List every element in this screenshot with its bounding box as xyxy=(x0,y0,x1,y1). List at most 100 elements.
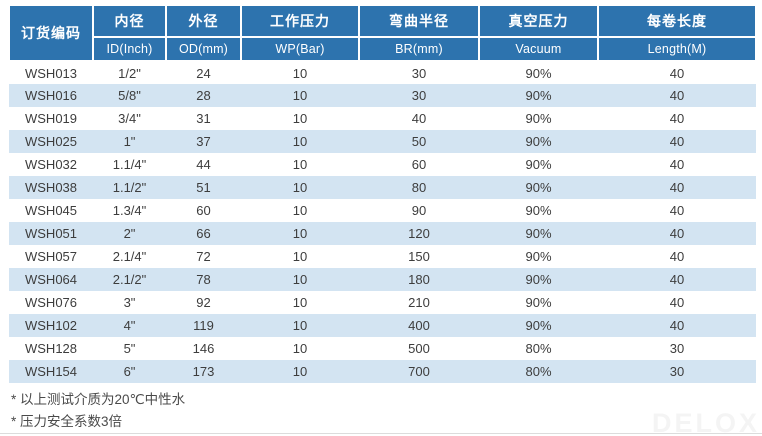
cell-id_inch: 2" xyxy=(93,222,166,245)
cell-wp_bar: 10 xyxy=(292,203,308,218)
cell-code: WSH025 xyxy=(9,130,93,153)
cell-wp_bar: 10 xyxy=(241,268,359,291)
delox-watermark: DELOX xyxy=(651,408,760,436)
cell-wp_bar: 10 xyxy=(241,130,359,153)
cell-code: WSH032 xyxy=(24,157,78,172)
cell-vacuum: 80% xyxy=(525,341,552,356)
table-row: WSH051 2" 66 10 120 90% 40 xyxy=(9,222,756,245)
cell-vacuum: 90% xyxy=(525,111,552,126)
table-row: WSH016 5/8" 28 10 30 90% 40 xyxy=(9,84,756,107)
spec-table-header: 订货编码 内径 外径 工作压力 弯曲半径 真空压力 每卷长度 ID(Inch) … xyxy=(8,4,757,62)
cell-id_inch: 3/4" xyxy=(118,111,141,126)
cell-length_m: 40 xyxy=(598,268,756,291)
cell-length_m: 30 xyxy=(598,360,756,383)
cell-wp_bar: 10 xyxy=(241,222,359,245)
table-row: WSH076 3" 92 10 210 90% 40 xyxy=(9,291,756,314)
cell-br_mm: 400 xyxy=(359,314,479,337)
header-length-per-roll-en: Length(M) xyxy=(597,36,757,62)
cell-code: WSH051 xyxy=(9,222,93,245)
cell-od_mm: 60 xyxy=(196,203,211,218)
cell-length_m: 30 xyxy=(669,341,685,356)
cell-od_mm: 78 xyxy=(166,268,241,291)
cell-od_mm: 92 xyxy=(196,295,211,310)
cell-br_mm: 90 xyxy=(411,203,427,218)
header-row-en: ID(Inch) OD(mm) WP(Bar) BR(mm) Vacuum Le… xyxy=(9,36,757,62)
footnote-safety-factor: * 压力安全系数3倍 xyxy=(11,414,123,429)
cell-vacuum: 90% xyxy=(479,84,598,107)
cell-od_mm: 66 xyxy=(166,222,241,245)
header-outer-diameter-en: OD(mm) xyxy=(165,36,242,62)
cell-wp_bar: 10 xyxy=(292,111,308,126)
cell-id_inch: 1" xyxy=(93,130,166,153)
cell-vacuum: 80% xyxy=(479,360,598,383)
cell-br_mm: 150 xyxy=(408,249,430,264)
header-inner-diameter-en: ID(Inch) xyxy=(92,36,167,62)
table-row: WSH038 1.1/2" 51 10 80 90% 40 xyxy=(9,176,756,199)
cell-od_mm: 24 xyxy=(196,65,211,81)
header-outer-diameter-cn: 外径 xyxy=(165,4,242,38)
cell-code: WSH154 xyxy=(9,360,93,383)
cell-id_inch: 1/2" xyxy=(118,65,141,81)
cell-length_m: 40 xyxy=(598,314,756,337)
spec-table: 订货编码 内径 外径 工作压力 弯曲半径 真空压力 每卷长度 ID(Inch) … xyxy=(8,4,757,383)
cell-code: WSH076 xyxy=(24,295,78,310)
cell-code: WSH016 xyxy=(9,84,93,107)
table-row: WSH019 3/4" 31 10 40 90% 40 xyxy=(9,107,756,130)
cell-vacuum: 90% xyxy=(525,157,552,172)
cell-code: WSH045 xyxy=(24,203,78,218)
header-row-cn: 订货编码 内径 外径 工作压力 弯曲半径 真空压力 每卷长度 xyxy=(8,4,757,62)
header-working-pressure-cn: 工作压力 xyxy=(240,4,360,38)
cell-id_inch: 2.1/2" xyxy=(93,268,166,291)
cell-length_m: 40 xyxy=(598,222,756,245)
footnotes: * 以上测试介质为20℃中性水 * 压力安全系数3倍 xyxy=(11,389,185,433)
cell-br_mm: 180 xyxy=(359,268,479,291)
table-row: WSH032 1.1/4" 44 10 60 90% 40 xyxy=(9,153,756,176)
cell-id_inch: 3" xyxy=(123,295,136,310)
cell-wp_bar: 10 xyxy=(292,65,308,81)
cell-vacuum: 90% xyxy=(479,314,598,337)
cell-br_mm: 30 xyxy=(411,65,427,81)
spec-table-container: 订货编码 内径 外径 工作压力 弯曲半径 真空压力 每卷长度 ID(Inch) … xyxy=(8,4,757,383)
header-order-code: 订货编码 xyxy=(8,4,94,62)
table-row: WSH057 2.1/4" 72 10 150 90% 40 xyxy=(9,245,756,268)
header-bend-radius-cn: 弯曲半径 xyxy=(358,4,480,38)
header-inner-diameter-cn: 内径 xyxy=(92,4,167,38)
cell-br_mm: 500 xyxy=(408,341,430,356)
cell-vacuum: 90% xyxy=(479,268,598,291)
header-bend-radius-en: BR(mm) xyxy=(358,36,480,62)
cell-length_m: 40 xyxy=(598,130,756,153)
cell-vacuum: 90% xyxy=(479,222,598,245)
cell-br_mm: 80 xyxy=(359,176,479,199)
cell-br_mm: 210 xyxy=(408,295,430,310)
cell-wp_bar: 10 xyxy=(241,314,359,337)
table-row: WSH154 6" 173 10 700 80% 30 xyxy=(9,360,756,383)
cell-code: WSH064 xyxy=(9,268,93,291)
cell-length_m: 40 xyxy=(669,203,685,218)
cell-vacuum: 90% xyxy=(525,65,552,81)
cell-vacuum: 90% xyxy=(525,295,552,310)
cell-wp_bar: 10 xyxy=(292,157,308,172)
cell-id_inch: 1.1/2" xyxy=(93,176,166,199)
cell-id_inch: 1.3/4" xyxy=(112,203,147,218)
cell-wp_bar: 10 xyxy=(241,360,359,383)
cell-br_mm: 60 xyxy=(411,157,427,172)
cell-wp_bar: 10 xyxy=(241,176,359,199)
cell-vacuum: 90% xyxy=(525,249,552,264)
cell-wp_bar: 10 xyxy=(292,249,308,264)
cell-od_mm: 119 xyxy=(166,314,241,337)
cell-id_inch: 5/8" xyxy=(93,84,166,107)
cell-code: WSH102 xyxy=(9,314,93,337)
cell-code: WSH013 xyxy=(24,65,78,81)
cell-id_inch: 1.1/4" xyxy=(112,157,147,172)
cell-br_mm: 120 xyxy=(359,222,479,245)
cell-length_m: 40 xyxy=(669,65,685,81)
cell-od_mm: 72 xyxy=(196,249,211,264)
header-length-per-roll-cn: 每卷长度 xyxy=(597,4,757,38)
cell-length_m: 40 xyxy=(669,111,685,126)
cell-code: WSH057 xyxy=(24,249,78,264)
cell-id_inch: 4" xyxy=(93,314,166,337)
cell-code: WSH019 xyxy=(24,111,78,126)
footnote-test-medium: * 以上测试介质为20℃中性水 xyxy=(11,392,186,407)
cell-code: WSH038 xyxy=(9,176,93,199)
